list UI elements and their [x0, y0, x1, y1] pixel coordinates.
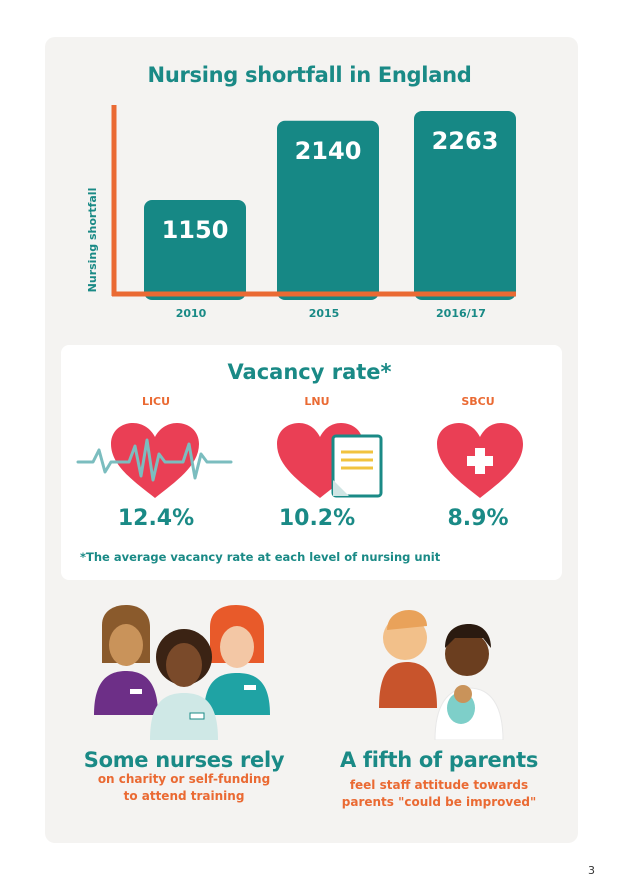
bar-value-label: 2263	[432, 127, 499, 155]
rate-licu: 12.4%	[117, 506, 195, 531]
bar-value-label: 1150	[162, 216, 229, 244]
vacancy-footnote: *The average vacancy rate at each level …	[80, 550, 441, 564]
unit-label-sbcu: SBCU	[461, 395, 495, 408]
x-tick-label: 2015	[309, 307, 340, 320]
fact-line1-nurses: on charity or self-funding	[97, 772, 271, 786]
bar-2016/17	[414, 110, 516, 301]
fact-line1-parents: feel staff attitude towards	[349, 778, 529, 792]
bar-value-label: 2140	[295, 137, 362, 165]
bar-chart: 1150 2140 2263 Nursing shortfall 2010 2015 2…	[86, 105, 516, 320]
fact-headline-nurses: Some nurses rely	[83, 748, 285, 772]
heart-cross-icon	[437, 423, 523, 498]
unit-label-lnu: LNU	[304, 395, 330, 408]
fact-headline-parents: A fifth of parents	[339, 748, 539, 772]
unit-label-licu: LICU	[141, 395, 171, 408]
parents-baby-illustration	[379, 610, 504, 740]
x-tick-label: 2010	[176, 307, 207, 320]
fact-line2-nurses: to attend training	[123, 789, 245, 803]
nurses-illustration	[94, 605, 270, 740]
chart-title: Nursing shortfall in England	[147, 63, 472, 87]
heartbeat-heart-icon	[76, 423, 233, 498]
fact-line2-parents: parents "could be improved"	[341, 795, 537, 809]
y-axis-label: Nursing shortfall	[86, 188, 99, 293]
page-number: 3	[588, 864, 595, 877]
rate-sbcu: 8.9%	[447, 506, 509, 531]
vacancy-title: Vacancy rate*	[227, 360, 392, 384]
x-tick-label: 2016/17	[436, 307, 486, 320]
bar-2010	[144, 200, 246, 300]
bar-2015	[277, 120, 379, 300]
heart-document-icon	[277, 423, 383, 498]
rate-lnu: 10.2%	[278, 506, 356, 531]
